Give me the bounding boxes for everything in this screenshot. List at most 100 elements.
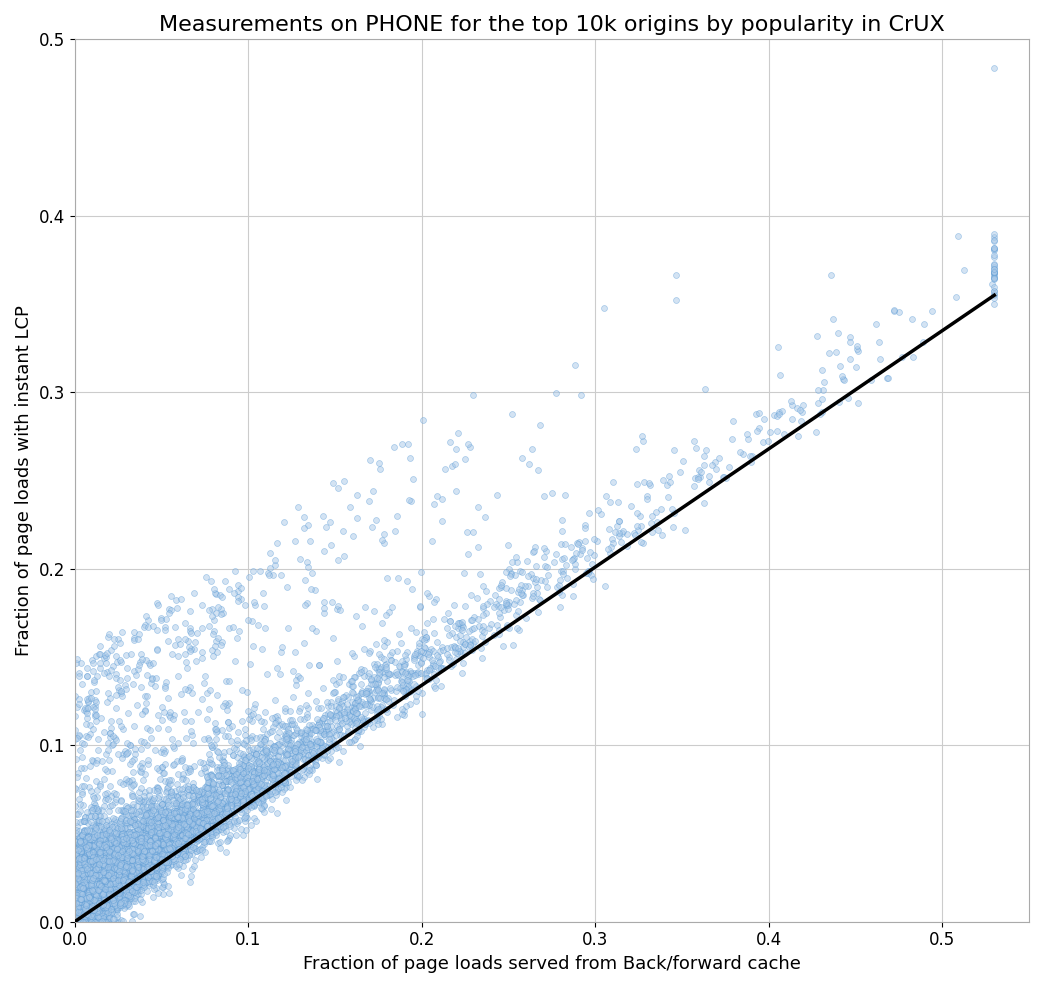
Point xyxy=(551,572,568,588)
Point xyxy=(166,757,183,773)
Point xyxy=(125,890,142,906)
Point xyxy=(118,858,135,873)
Point xyxy=(114,879,130,895)
Point xyxy=(142,846,159,862)
Point xyxy=(289,739,306,755)
Point xyxy=(87,888,103,904)
Point xyxy=(68,885,85,901)
Point xyxy=(70,901,87,917)
Point xyxy=(469,500,485,516)
Point xyxy=(212,789,229,805)
Point xyxy=(304,620,321,636)
Point xyxy=(92,891,109,907)
Point xyxy=(76,907,93,923)
Point xyxy=(82,884,99,900)
Point xyxy=(90,875,106,891)
Point xyxy=(139,752,156,768)
Point xyxy=(127,869,144,885)
Point xyxy=(120,845,137,861)
Point xyxy=(986,233,1002,249)
Point xyxy=(303,762,319,778)
Point xyxy=(100,752,117,768)
Point xyxy=(119,826,136,842)
Point xyxy=(73,872,90,888)
Point xyxy=(96,888,113,904)
Point xyxy=(280,741,296,757)
Point xyxy=(78,880,95,896)
Point xyxy=(329,552,346,568)
Point xyxy=(99,872,116,888)
Point xyxy=(184,782,200,797)
Point xyxy=(67,900,84,916)
Point xyxy=(82,906,99,922)
Point xyxy=(405,471,422,487)
Point xyxy=(210,810,227,826)
Point xyxy=(76,850,93,865)
Point xyxy=(272,775,289,790)
Point xyxy=(79,885,96,901)
Point xyxy=(283,769,300,784)
Point xyxy=(80,887,97,903)
Point xyxy=(74,911,91,927)
Point xyxy=(113,862,129,877)
Point xyxy=(94,813,111,829)
Point xyxy=(294,734,311,750)
Point xyxy=(161,606,177,621)
Point xyxy=(70,881,87,897)
Point xyxy=(70,765,87,781)
Point xyxy=(209,643,226,659)
Point xyxy=(377,691,394,706)
Point xyxy=(250,762,266,778)
Point xyxy=(126,847,143,863)
Point xyxy=(87,843,103,859)
Point xyxy=(78,842,95,858)
Point xyxy=(449,645,466,661)
Point xyxy=(80,886,97,902)
Point xyxy=(189,807,206,823)
Point xyxy=(87,850,103,865)
Point xyxy=(68,878,85,894)
Point xyxy=(87,864,103,879)
Point xyxy=(71,887,88,903)
Point xyxy=(110,820,126,836)
Point xyxy=(102,877,119,893)
Point xyxy=(70,914,87,930)
Point xyxy=(137,817,153,833)
Point xyxy=(68,899,85,915)
Point xyxy=(295,728,312,744)
Point xyxy=(75,881,92,897)
Point xyxy=(128,853,145,868)
Point xyxy=(72,889,89,905)
Point xyxy=(110,861,126,876)
Point xyxy=(97,892,114,908)
Point xyxy=(108,871,124,887)
Point xyxy=(156,765,172,781)
Point xyxy=(81,868,98,884)
Point xyxy=(86,880,102,896)
Point xyxy=(195,835,212,851)
Point xyxy=(309,733,326,749)
Point xyxy=(68,867,85,883)
Point xyxy=(99,866,116,882)
Point xyxy=(173,832,190,848)
Point xyxy=(145,841,162,857)
Point xyxy=(88,900,104,916)
Point xyxy=(221,773,238,788)
Point xyxy=(102,865,119,881)
Point xyxy=(81,877,98,893)
Point xyxy=(84,879,100,895)
Point xyxy=(84,889,100,905)
Point xyxy=(82,875,99,891)
Point xyxy=(88,864,104,879)
Point xyxy=(69,889,86,905)
Point xyxy=(85,664,101,680)
Point xyxy=(67,911,84,927)
Point xyxy=(108,881,124,897)
Point xyxy=(269,805,286,821)
Point xyxy=(100,866,117,882)
Point xyxy=(98,904,115,920)
Point xyxy=(126,869,143,885)
Point xyxy=(97,866,114,882)
Point xyxy=(353,696,370,711)
Point xyxy=(404,668,421,684)
